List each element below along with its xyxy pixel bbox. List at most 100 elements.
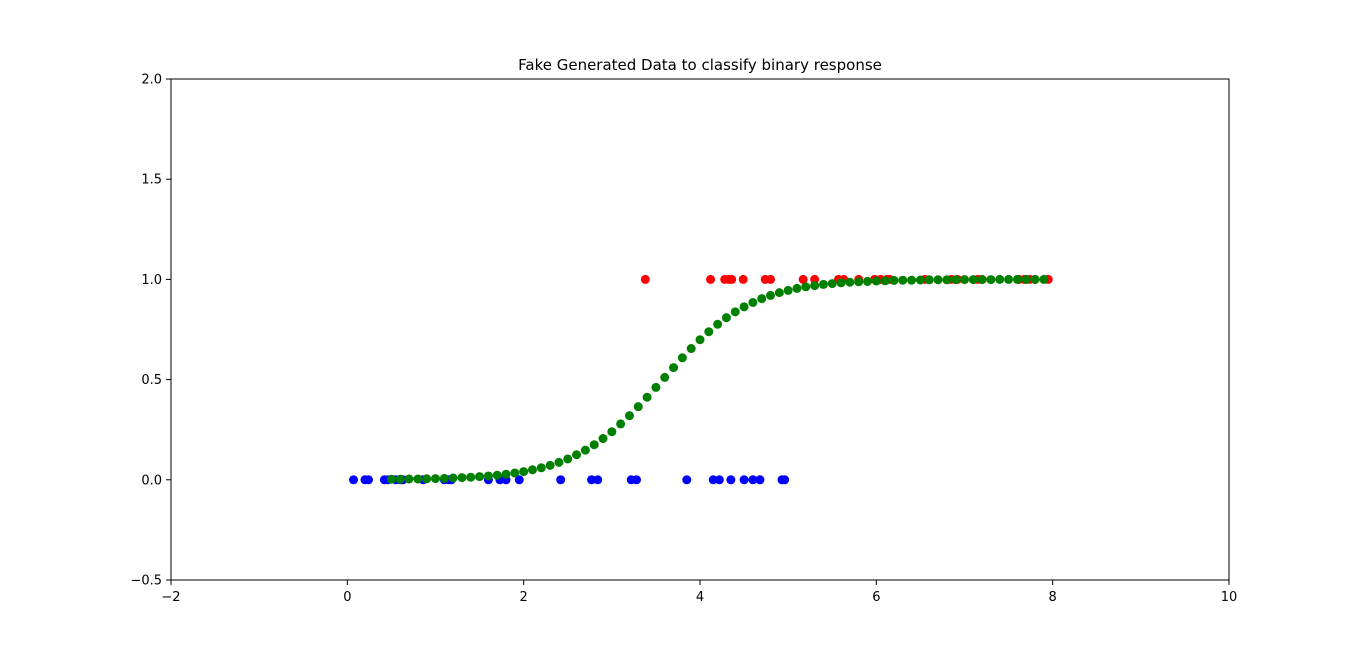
data-point bbox=[827, 279, 837, 289]
data-point bbox=[942, 275, 952, 285]
data-point bbox=[907, 275, 917, 285]
data-point bbox=[933, 275, 943, 285]
data-point bbox=[545, 460, 555, 470]
data-point bbox=[798, 274, 808, 284]
data-point bbox=[1012, 274, 1022, 284]
data-point bbox=[572, 450, 582, 460]
data-point bbox=[726, 475, 736, 485]
data-point bbox=[642, 392, 652, 402]
data-point bbox=[651, 382, 661, 392]
data-point bbox=[580, 445, 590, 455]
data-point bbox=[616, 419, 626, 429]
data-point bbox=[845, 277, 855, 287]
x-axis: −2 0 2 4 6 8 10 bbox=[161, 580, 1237, 605]
data-point bbox=[349, 475, 358, 485]
data-point bbox=[686, 344, 696, 354]
data-point bbox=[669, 363, 679, 373]
data-point bbox=[739, 475, 749, 485]
data-point bbox=[783, 285, 793, 295]
data-point bbox=[721, 313, 731, 323]
data-point bbox=[395, 474, 405, 484]
x-tick-label: 4 bbox=[696, 590, 704, 605]
data-point bbox=[640, 274, 650, 284]
data-point bbox=[854, 277, 864, 287]
series-2 bbox=[386, 274, 1049, 484]
data-point bbox=[475, 472, 485, 482]
points-layer bbox=[349, 274, 1053, 485]
y-tick-label: 0.5 bbox=[141, 373, 162, 388]
data-point bbox=[483, 471, 493, 481]
data-point bbox=[730, 307, 740, 317]
data-point bbox=[1039, 274, 1049, 284]
data-point bbox=[563, 454, 573, 464]
x-tick-label: 0 bbox=[343, 590, 351, 605]
plot-frame bbox=[170, 78, 1230, 581]
data-point bbox=[554, 457, 564, 467]
data-point bbox=[1004, 274, 1014, 284]
x-tick-label: 8 bbox=[1049, 590, 1057, 605]
y-tick-label: 2.0 bbox=[141, 73, 162, 88]
data-point bbox=[951, 275, 961, 285]
data-point bbox=[527, 465, 537, 475]
data-point bbox=[624, 411, 634, 421]
data-point bbox=[757, 294, 767, 304]
data-point bbox=[713, 319, 723, 329]
data-point bbox=[607, 427, 617, 437]
data-point bbox=[1021, 274, 1031, 284]
data-point bbox=[739, 302, 749, 312]
data-point bbox=[810, 281, 820, 291]
data-point bbox=[714, 475, 724, 485]
data-point bbox=[836, 278, 846, 288]
data-point bbox=[695, 335, 705, 345]
data-point bbox=[682, 475, 692, 485]
data-point bbox=[738, 274, 748, 284]
y-axis: −0.5 0.0 0.5 1.0 1.5 2.0 bbox=[130, 73, 171, 589]
data-point bbox=[977, 275, 987, 285]
data-point bbox=[514, 475, 524, 485]
y-tick-label: 1.0 bbox=[141, 273, 162, 288]
data-point bbox=[536, 463, 546, 473]
y-tick-label: 1.5 bbox=[141, 173, 162, 188]
data-point bbox=[633, 402, 643, 412]
data-point bbox=[501, 469, 511, 479]
data-point bbox=[448, 473, 458, 483]
data-point bbox=[589, 440, 599, 450]
x-tick-label: 10 bbox=[1221, 590, 1238, 605]
x-tick-label: −2 bbox=[161, 590, 180, 605]
data-point bbox=[587, 475, 597, 485]
data-point bbox=[986, 275, 996, 285]
data-point bbox=[871, 276, 881, 286]
data-point bbox=[960, 275, 969, 285]
data-point bbox=[598, 434, 608, 444]
data-point bbox=[492, 470, 502, 480]
data-point bbox=[439, 473, 449, 483]
data-point bbox=[801, 282, 811, 292]
data-point bbox=[810, 274, 820, 284]
data-point bbox=[880, 276, 890, 286]
data-point bbox=[915, 275, 925, 285]
x-tick-label: 6 bbox=[872, 590, 880, 605]
y-tick-label: 0.0 bbox=[141, 473, 162, 488]
data-point bbox=[404, 474, 414, 484]
chart-title: Fake Generated Data to classify binary r… bbox=[518, 56, 882, 74]
data-point bbox=[413, 474, 423, 484]
data-point bbox=[704, 327, 714, 337]
data-point bbox=[774, 288, 784, 298]
data-point bbox=[766, 290, 776, 300]
data-point bbox=[660, 372, 670, 382]
y-tick-label: −0.5 bbox=[130, 574, 162, 589]
data-point bbox=[889, 275, 899, 285]
data-point bbox=[924, 275, 934, 285]
data-point bbox=[995, 274, 1005, 284]
data-point bbox=[748, 297, 758, 307]
data-point bbox=[677, 353, 687, 363]
data-point bbox=[1030, 274, 1040, 284]
data-point bbox=[898, 275, 908, 285]
data-point bbox=[706, 274, 716, 284]
x-tick-label: 2 bbox=[520, 590, 528, 605]
data-point bbox=[431, 474, 440, 484]
data-point bbox=[386, 474, 396, 484]
data-point bbox=[632, 475, 642, 485]
data-point bbox=[422, 474, 432, 484]
